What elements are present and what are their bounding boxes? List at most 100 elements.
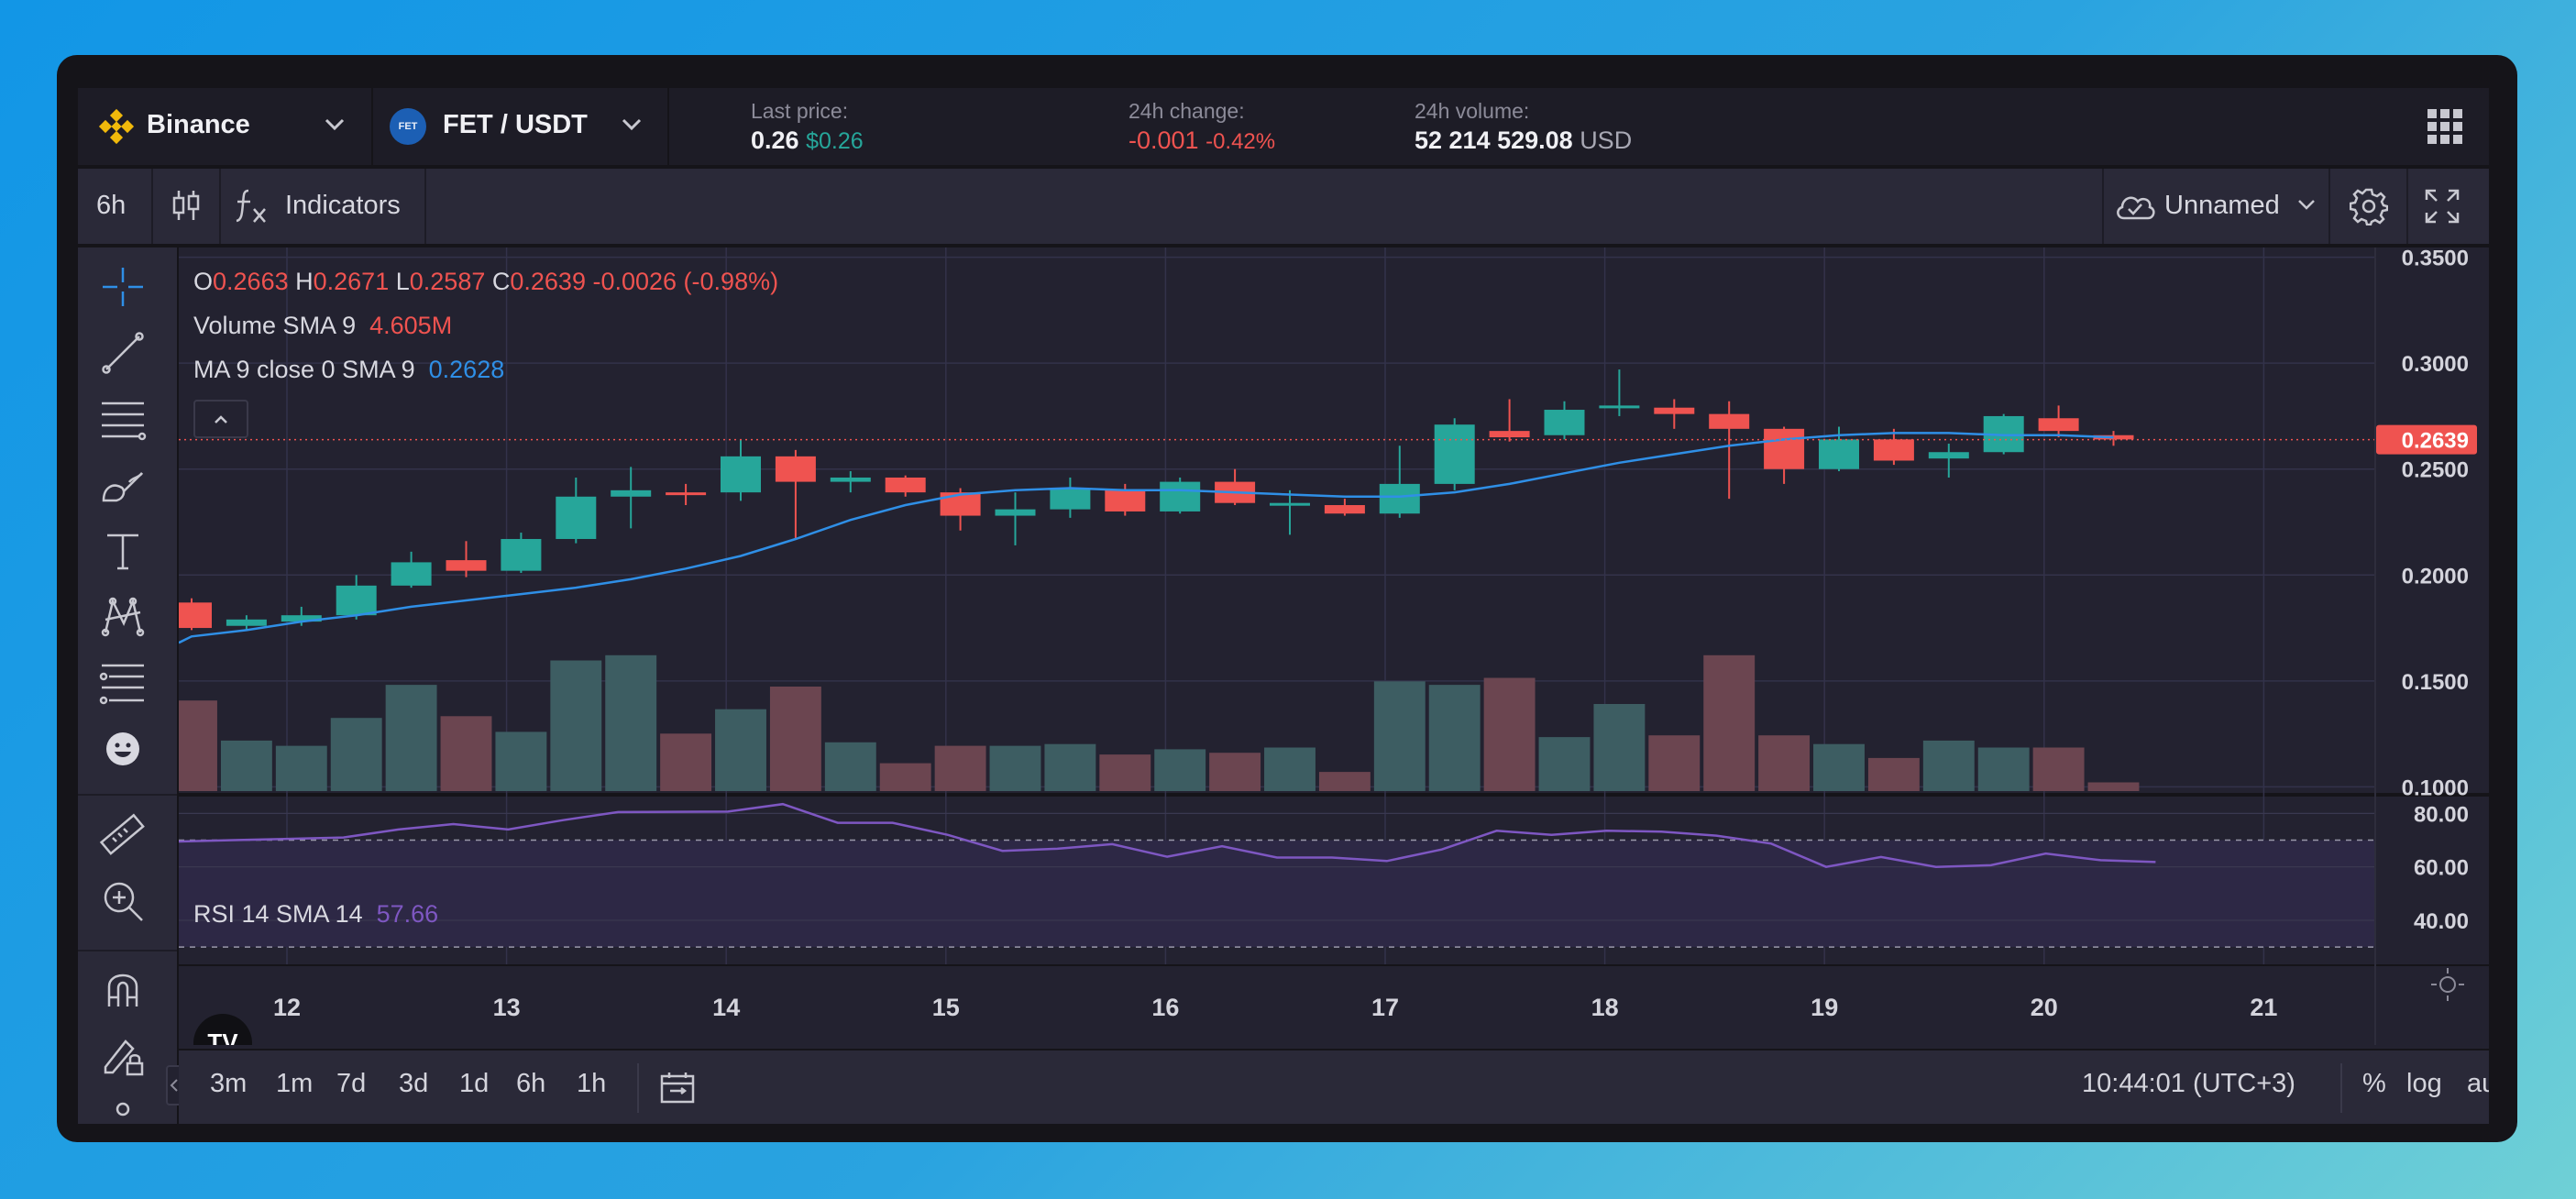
binance-logo-icon xyxy=(98,108,135,145)
range-6h[interactable]: 6h xyxy=(516,1069,546,1098)
lock-drawings-icon[interactable] xyxy=(98,1030,148,1080)
x-axis-label: 17 xyxy=(1371,994,1399,1021)
range-1d[interactable]: 1d xyxy=(459,1069,490,1098)
grid-menu-icon[interactable] xyxy=(2427,108,2463,145)
log-scale-toggle[interactable]: log xyxy=(2406,1069,2442,1098)
cloud-save-icon[interactable] xyxy=(2113,189,2157,224)
volume-bar xyxy=(1154,749,1206,791)
chart-toolbar: 6h Indicators Unnamed xyxy=(78,169,2489,248)
layout-name[interactable]: Unnamed xyxy=(2164,191,2280,220)
x-axis-label: 13 xyxy=(493,994,521,1021)
volume-bar xyxy=(2087,782,2140,791)
x-axis-label: 12 xyxy=(273,994,301,1021)
volume-bar xyxy=(385,685,437,791)
volume-bar xyxy=(330,718,382,791)
price-axis-label: 0.2000 xyxy=(2402,564,2469,588)
candle-body xyxy=(611,490,652,497)
candle-body xyxy=(226,619,267,626)
candle-body xyxy=(1489,431,1530,438)
last-price-tag-label: 0.2639 xyxy=(2402,429,2469,454)
range-3m[interactable]: 3m xyxy=(210,1069,248,1098)
volume-bar xyxy=(1209,753,1261,791)
pattern-tool-icon[interactable] xyxy=(98,592,148,642)
candles-style-icon[interactable] xyxy=(170,187,203,224)
range-7d[interactable]: 7d xyxy=(336,1069,367,1098)
clock-display[interactable]: 10:44:01 (UTC+3) xyxy=(2082,1069,2295,1098)
candle-body xyxy=(1105,490,1146,512)
ohlc-legend: O0.2663 H0.2671 L0.2587 C0.2639 -0.0026 … xyxy=(193,268,779,295)
magnet-icon[interactable] xyxy=(98,964,148,1014)
ruler-icon[interactable] xyxy=(98,810,148,860)
date-range-calendar-icon[interactable] xyxy=(659,1071,696,1106)
exchange-name[interactable]: Binance xyxy=(147,110,250,139)
trend-line-icon[interactable] xyxy=(98,328,148,378)
candle-body xyxy=(1160,481,1201,512)
range-3d[interactable]: 3d xyxy=(399,1069,429,1098)
change-label: 24h change: xyxy=(1128,99,1245,123)
chart-settings-sun-icon[interactable] xyxy=(2429,966,2466,1003)
horizontal-lines-icon[interactable] xyxy=(98,394,148,444)
candle-body xyxy=(1324,505,1365,514)
candle-body xyxy=(1764,428,1805,469)
x-axis-label: 20 xyxy=(2031,994,2058,1021)
layout-chevron-down-icon[interactable] xyxy=(2296,198,2317,217)
volume-bar xyxy=(824,742,876,791)
candle-body xyxy=(995,509,1036,516)
candle-body xyxy=(775,456,816,482)
candle-body xyxy=(446,560,487,571)
price-axis-label: 0.3500 xyxy=(2402,248,2469,271)
ma-legend: MA 9 close 0 SMA 9 0.2628 xyxy=(193,356,505,383)
emoji-icon[interactable] xyxy=(98,724,148,774)
pair-chevron-down-icon[interactable] xyxy=(621,116,643,138)
candle-body xyxy=(1654,407,1695,414)
candle-body xyxy=(666,492,707,496)
candle-body xyxy=(501,538,542,571)
candle-body xyxy=(1599,405,1640,409)
percent-scale-toggle[interactable]: % xyxy=(2362,1069,2386,1098)
volume-bar xyxy=(1373,681,1426,791)
zoom-in-icon[interactable] xyxy=(98,876,148,926)
candle-body xyxy=(2038,418,2079,432)
exchange-chevron-down-icon[interactable] xyxy=(324,116,346,138)
candle-body xyxy=(1709,413,1750,429)
drawing-tools-panel xyxy=(78,248,182,1124)
last-price-tag xyxy=(2376,424,2477,455)
pair-name[interactable]: FET / USDT xyxy=(443,110,588,139)
collapse-legend-chevron-up-icon[interactable] xyxy=(193,400,248,438)
volume-bar xyxy=(660,733,712,791)
volume-bar xyxy=(1977,747,2030,791)
volume-bar xyxy=(2032,747,2085,791)
volume-bar xyxy=(275,745,327,791)
settings-gear-icon[interactable] xyxy=(2349,187,2389,226)
price-axis-label: 0.2500 xyxy=(2402,458,2469,483)
fx-icon[interactable] xyxy=(234,187,270,226)
candle-body xyxy=(1819,439,1859,469)
range-1m[interactable]: 1m xyxy=(276,1069,314,1098)
fib-retracement-icon[interactable] xyxy=(98,658,148,708)
brush-icon[interactable] xyxy=(98,460,148,510)
candle-body xyxy=(721,456,761,493)
range-1h[interactable]: 1h xyxy=(577,1069,607,1098)
candle-body xyxy=(1379,483,1420,514)
price-axis-label: 0.1500 xyxy=(2402,670,2469,695)
candle-body xyxy=(281,615,322,622)
fet-coin-icon: FET xyxy=(390,108,426,145)
chart-area[interactable]: 12 13 14 15 16 17 18 19 20 21 0.3500 0.3000 0.2500 0.… xyxy=(166,247,2489,1045)
price-chart-svg[interactable]: 12 13 14 15 16 17 18 19 20 21 0.3500 0.3000 0.2500 0.… xyxy=(166,247,2489,1045)
indicators-button[interactable]: Indicators xyxy=(285,191,401,220)
x-axis-label: 15 xyxy=(932,994,960,1021)
volume-value: 52 214 529.08 USD xyxy=(1415,126,1633,154)
volume-bar xyxy=(1922,740,1975,791)
volume-bar xyxy=(1099,754,1151,791)
more-tools-icon[interactable] xyxy=(98,1096,148,1124)
price-axis-label: 0.1000 xyxy=(2402,776,2469,800)
fullscreen-icon[interactable] xyxy=(2425,189,2460,224)
text-tool-icon[interactable] xyxy=(98,526,148,576)
volume-bar xyxy=(1867,757,1920,791)
auto-scale-toggle[interactable]: auto xyxy=(2467,1069,2489,1098)
crosshair-icon[interactable] xyxy=(98,262,148,312)
interval-button[interactable]: 6h xyxy=(96,191,127,220)
volume-bar xyxy=(1483,677,1536,791)
svg-text:TV: TV xyxy=(207,1028,238,1056)
volume-bar xyxy=(495,732,547,791)
